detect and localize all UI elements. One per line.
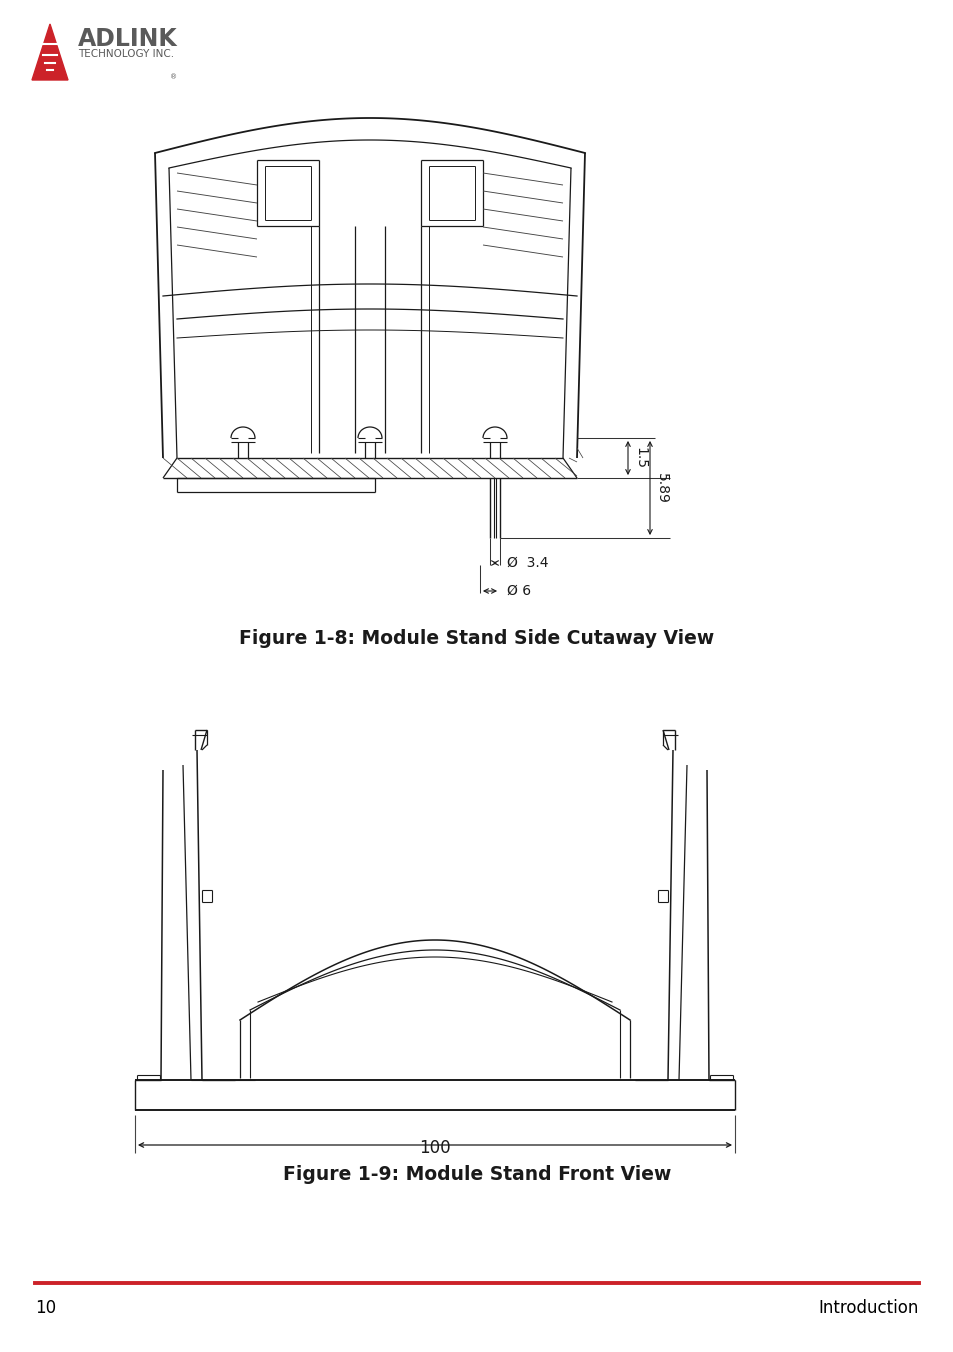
Text: Ø 6: Ø 6 [506, 584, 531, 598]
Polygon shape [32, 24, 68, 80]
Text: Introduction: Introduction [818, 1299, 918, 1317]
Text: Figure 1-8: Module Stand Side Cutaway View: Figure 1-8: Module Stand Side Cutaway Vi… [239, 629, 714, 648]
Text: TECHNOLOGY INC.: TECHNOLOGY INC. [78, 49, 174, 59]
Text: Figure 1-9: Module Stand Front View: Figure 1-9: Module Stand Front View [282, 1165, 671, 1184]
Text: 5.89: 5.89 [655, 473, 668, 503]
Text: Ø  3.4: Ø 3.4 [506, 556, 548, 571]
Text: 100: 100 [418, 1138, 451, 1157]
Text: ADLINK: ADLINK [78, 27, 177, 51]
Text: ®: ® [170, 74, 177, 80]
Text: 1.5: 1.5 [633, 448, 646, 469]
Text: 10: 10 [35, 1299, 56, 1317]
